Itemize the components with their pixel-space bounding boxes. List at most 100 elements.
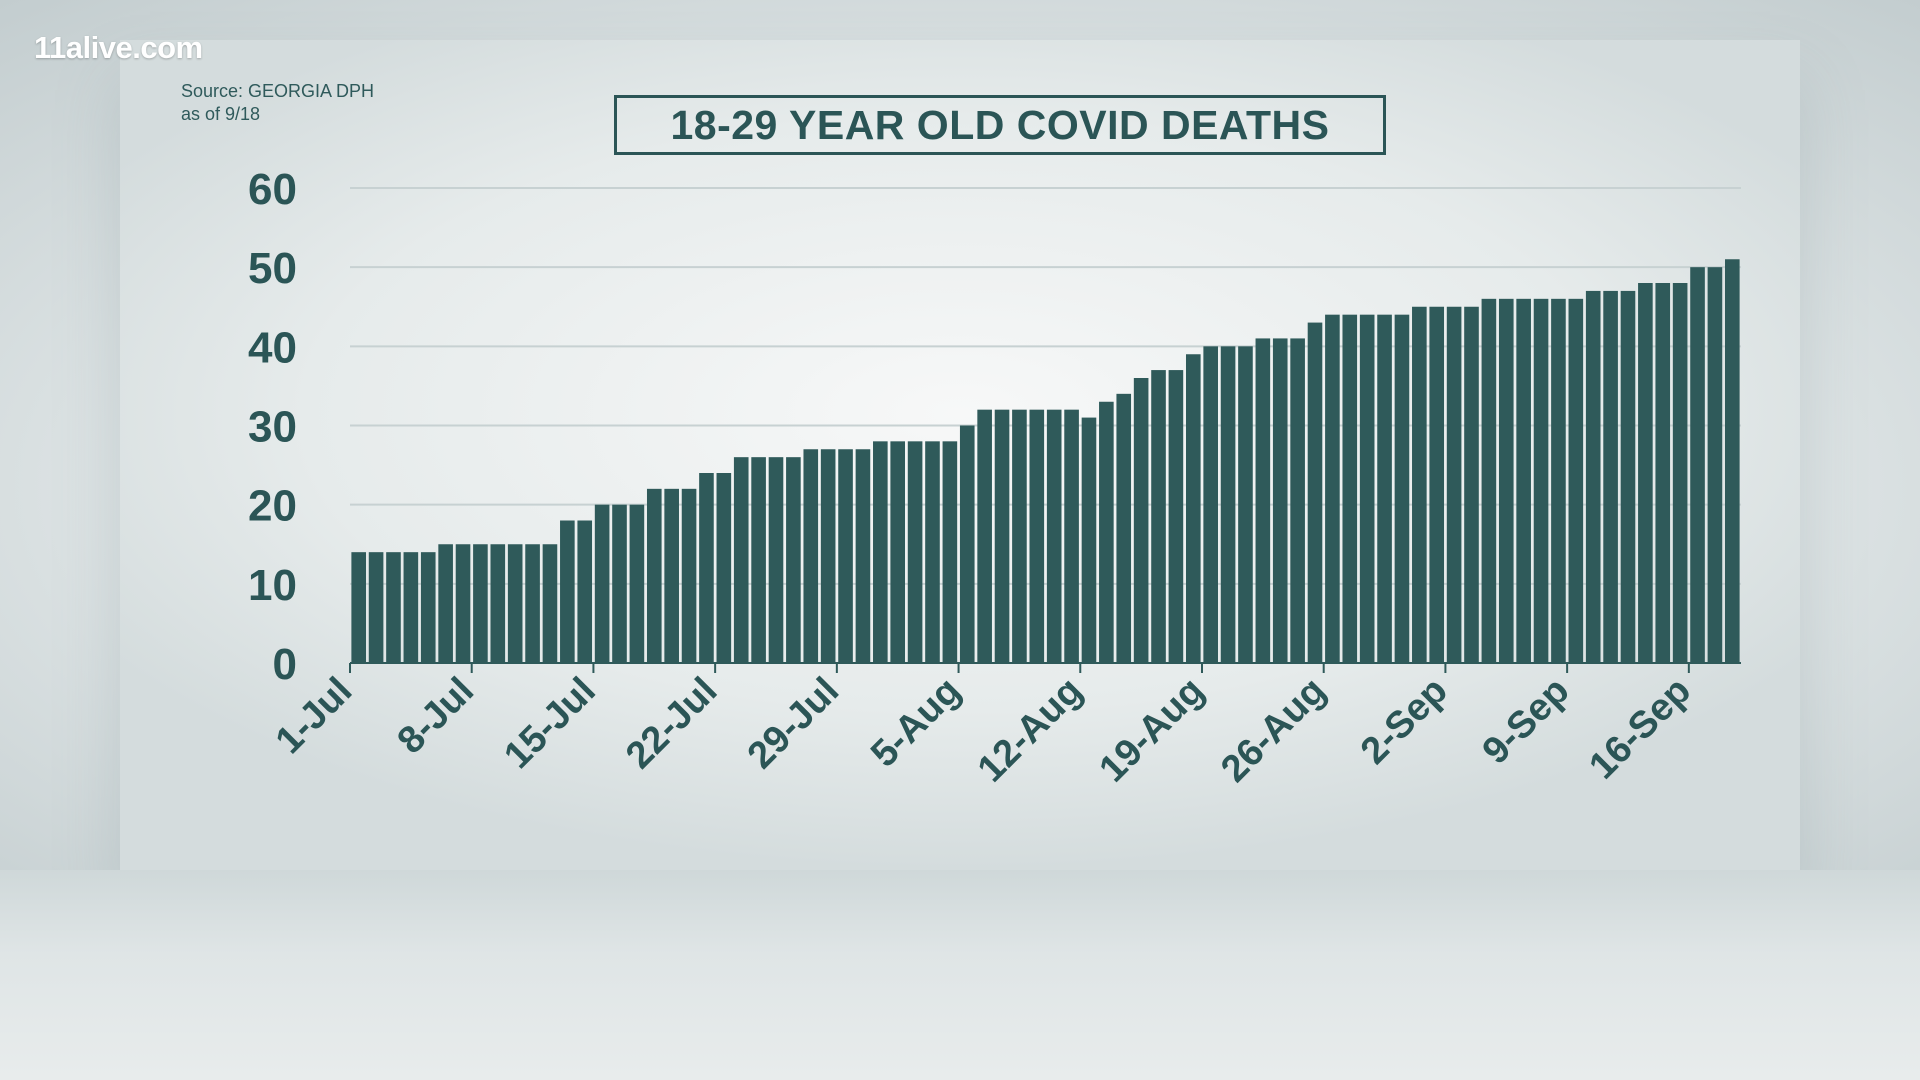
bar — [786, 457, 801, 663]
x-tick-label: 5-Aug — [863, 670, 969, 776]
bar — [1185, 354, 1201, 663]
gridlines — [350, 187, 1741, 585]
bar — [1290, 338, 1305, 663]
y-tick-label: 30 — [248, 403, 297, 452]
bar — [438, 544, 453, 663]
source-line: Source: GEORGIA DPH — [181, 81, 375, 101]
bar — [351, 552, 366, 663]
bar — [1707, 267, 1723, 663]
y-tick-label: 60 — [248, 165, 297, 214]
bar — [1655, 283, 1671, 663]
bar — [1342, 314, 1358, 663]
bar — [1568, 298, 1584, 663]
x-tick-label: 2-Sep — [1353, 670, 1456, 773]
bar — [1012, 409, 1027, 663]
bar — [681, 488, 697, 663]
bar — [1690, 267, 1705, 663]
x-axis — [349, 662, 1741, 673]
bar — [1168, 370, 1184, 663]
bar — [1133, 378, 1149, 663]
bar — [1203, 346, 1218, 663]
bar — [560, 520, 575, 663]
bar — [1516, 298, 1531, 663]
y-tick-label: 40 — [248, 323, 297, 372]
station-logo: 11alive.com — [34, 30, 203, 65]
bar — [925, 441, 940, 663]
bar — [1725, 259, 1740, 663]
bar — [1620, 290, 1636, 663]
bar — [1099, 401, 1114, 663]
chart-title: 18-29 YEAR OLD COVID DEATHS — [614, 95, 1386, 155]
bar — [1377, 314, 1392, 663]
bar — [1325, 314, 1340, 663]
bar — [1046, 409, 1062, 663]
as-of-date: as of 9/18 — [181, 104, 261, 124]
bar — [699, 473, 714, 663]
bar — [768, 457, 784, 663]
background-floor — [0, 870, 1920, 1080]
y-tick-label: 20 — [248, 482, 297, 531]
bar — [1533, 298, 1549, 663]
bar — [1272, 338, 1288, 663]
bar — [490, 544, 506, 663]
bar — [1429, 306, 1445, 663]
bar — [733, 457, 749, 663]
y-tick-label: 10 — [248, 561, 297, 610]
bar — [873, 441, 888, 663]
bar — [1116, 393, 1132, 663]
bar — [855, 449, 871, 663]
bar — [820, 449, 836, 663]
bar-series — [351, 259, 1740, 663]
y-axis-ticks: 0 10 20 30 40 50 60 — [248, 165, 297, 689]
source-note: Source: GEORGIA DPH as of 9/18 — [181, 80, 374, 126]
bar — [1394, 314, 1410, 663]
bar — [803, 449, 819, 663]
bar — [1220, 346, 1236, 663]
bar — [1151, 370, 1166, 663]
bar — [1081, 417, 1097, 663]
bar — [1412, 306, 1427, 663]
bar — [942, 441, 958, 663]
bar — [629, 504, 645, 663]
x-tick-label: 26-Aug — [1213, 670, 1334, 791]
bar — [1672, 283, 1688, 663]
bar — [507, 544, 523, 663]
bar — [1446, 306, 1462, 663]
bar — [473, 544, 488, 663]
bar — [1238, 346, 1253, 663]
x-tick-label: 15-Jul — [496, 670, 603, 777]
bar — [403, 552, 419, 663]
bar — [1464, 306, 1479, 663]
bar — [1498, 298, 1514, 663]
bar — [420, 552, 436, 663]
bar — [994, 409, 1010, 663]
x-tick-label: 9-Sep — [1475, 670, 1578, 773]
bar — [751, 457, 766, 663]
x-axis-ticks: 1-Jul 8-Jul 15-Jul 22-Jul 29-Jul 5-Aug 12-Aug 1… — [268, 670, 1699, 791]
bar — [1638, 283, 1653, 663]
bar — [455, 544, 471, 663]
bar — [977, 409, 992, 663]
bar — [1585, 290, 1601, 663]
bar — [1603, 290, 1618, 663]
bar — [542, 544, 558, 663]
bar — [386, 552, 401, 663]
bar — [1064, 409, 1079, 663]
bar — [1029, 409, 1045, 663]
x-tick-label: 22-Jul — [618, 670, 725, 777]
bar — [646, 488, 662, 663]
bar — [890, 441, 906, 663]
x-tick-label: 8-Jul — [390, 670, 482, 762]
bar — [664, 488, 679, 663]
bar — [1551, 298, 1566, 663]
bar — [368, 552, 384, 663]
bar — [525, 544, 540, 663]
bar — [594, 504, 610, 663]
bar — [1359, 314, 1375, 663]
x-tick-label: 12-Aug — [970, 670, 1091, 791]
x-tick-label: 29-Jul — [740, 670, 847, 777]
bar — [1307, 322, 1323, 663]
y-tick-label: 50 — [248, 244, 297, 293]
x-tick-label: 16-Sep — [1581, 670, 1699, 788]
